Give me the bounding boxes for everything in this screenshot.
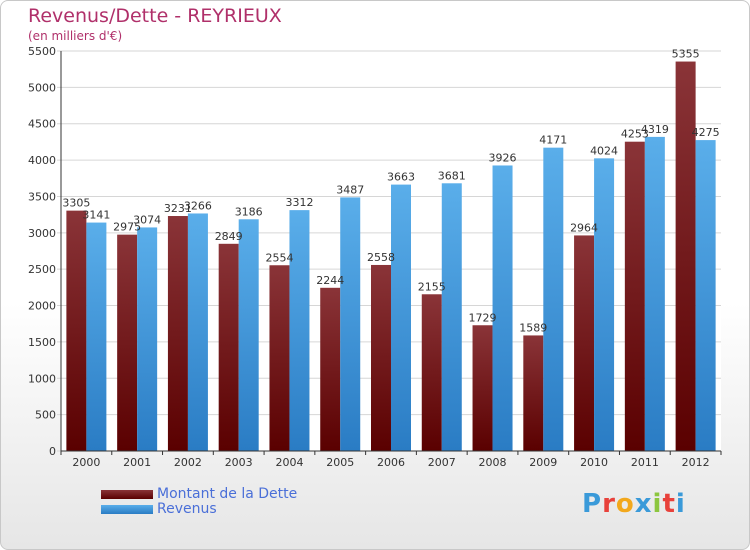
data-label-revenus: 4171 (539, 134, 567, 147)
x-tick-label: 2005 (326, 456, 354, 469)
data-label-revenus: 4024 (590, 144, 618, 157)
data-label-revenus: 3681 (438, 169, 466, 182)
data-label-revenus: 3312 (285, 196, 313, 209)
y-tick-label: 3500 (28, 190, 56, 203)
x-tick-label: 2006 (377, 456, 405, 469)
logo-letter: t (662, 489, 676, 519)
y-tick-label: 2000 (28, 300, 56, 313)
legend-label-revenus: Revenus (157, 501, 217, 517)
y-tick-label: 4500 (28, 118, 56, 131)
bar-revenus (492, 165, 513, 452)
bar-revenus (391, 184, 411, 451)
data-label-dette: 5355 (672, 48, 700, 61)
data-label-dette: 2155 (418, 280, 446, 293)
logo-letter: o (615, 489, 635, 519)
x-tick-label: 2012 (682, 456, 710, 469)
x-tick-label: 2001 (123, 456, 151, 469)
data-label-dette: 4253 (621, 128, 649, 141)
data-label-dette: 1729 (469, 311, 497, 324)
data-label-revenus: 3186 (235, 205, 263, 218)
data-label-revenus: 4319 (641, 123, 669, 136)
logo-letter: x (634, 489, 653, 519)
bar-dette (675, 61, 696, 451)
chart-subtitle: (en milliers d'€) (28, 29, 123, 43)
y-tick-label: 4000 (28, 154, 56, 167)
y-tick-label: 5000 (28, 81, 56, 94)
data-label-revenus: 3141 (82, 209, 110, 222)
bar-dette (523, 335, 544, 451)
y-tick-label: 0 (49, 445, 56, 458)
bar-revenus (695, 140, 716, 451)
data-label-dette: 2964 (570, 221, 598, 234)
y-tick-label: 1000 (28, 372, 56, 385)
logo-letter: r (602, 489, 616, 519)
bar-revenus (86, 222, 107, 451)
data-label-revenus: 3487 (336, 183, 364, 196)
data-label-revenus: 3926 (489, 151, 517, 164)
bar-revenus (187, 213, 208, 451)
bar-dette (472, 325, 493, 451)
y-tick-label: 500 (35, 409, 56, 422)
x-tick-label: 2011 (631, 456, 659, 469)
bar-revenus (137, 227, 158, 451)
y-tick-label: 5500 (28, 45, 56, 58)
bar-revenus (441, 183, 462, 452)
bar-dette (269, 265, 290, 451)
bar-dette (218, 243, 239, 451)
bar-revenus (543, 147, 564, 451)
bar-revenus (644, 136, 665, 451)
data-label-dette: 2244 (316, 274, 344, 287)
x-tick-label: 2003 (225, 456, 253, 469)
data-label-dette: 2849 (215, 230, 243, 243)
legend-label-dette: Montant de la Dette (157, 486, 298, 502)
bar-dette (421, 294, 442, 451)
x-tick-label: 2004 (275, 456, 303, 469)
data-label-dette: 2975 (113, 221, 141, 234)
y-tick-label: 1500 (28, 336, 56, 349)
data-label-dette: 1589 (519, 321, 547, 334)
bar-revenus (594, 158, 615, 451)
data-label-dette: 3231 (164, 202, 192, 215)
bar-dette (66, 210, 87, 451)
legend-swatch-dette (101, 490, 153, 499)
data-label-revenus: 3266 (184, 199, 212, 212)
data-label-dette: 2558 (367, 251, 395, 264)
bar-dette (167, 216, 188, 451)
legend-swatch-revenus (101, 505, 153, 514)
data-label-revenus: 3074 (133, 213, 161, 226)
logo-letter: i (652, 489, 663, 519)
data-label-revenus: 3663 (387, 171, 415, 184)
proxiti-logo: Proxiti (582, 489, 686, 519)
y-tick-label: 2500 (28, 263, 56, 276)
x-tick-label: 2007 (428, 456, 456, 469)
x-tick-label: 2002 (174, 456, 202, 469)
bar-dette (320, 287, 341, 451)
y-tick-label: 3000 (28, 227, 56, 240)
x-tick-label: 2000 (72, 456, 100, 469)
bar-dette (574, 235, 595, 451)
data-label-dette: 3305 (62, 197, 90, 210)
x-tick-label: 2010 (580, 456, 608, 469)
x-tick-label: 2009 (529, 456, 557, 469)
data-label-revenus: 4275 (692, 126, 720, 139)
bar-revenus (238, 219, 259, 451)
bar-dette (624, 141, 645, 451)
logo-letter: P (582, 489, 603, 519)
data-label-dette: 2554 (265, 251, 293, 264)
bar-dette (117, 234, 138, 451)
bar-dette (371, 264, 391, 451)
x-tick-label: 2008 (479, 456, 507, 469)
bar-revenus (340, 197, 361, 451)
chart-title: Revenus/Dette - REYRIEUX (28, 5, 282, 27)
logo-letter: i (675, 489, 686, 519)
bar-revenus (289, 210, 310, 451)
